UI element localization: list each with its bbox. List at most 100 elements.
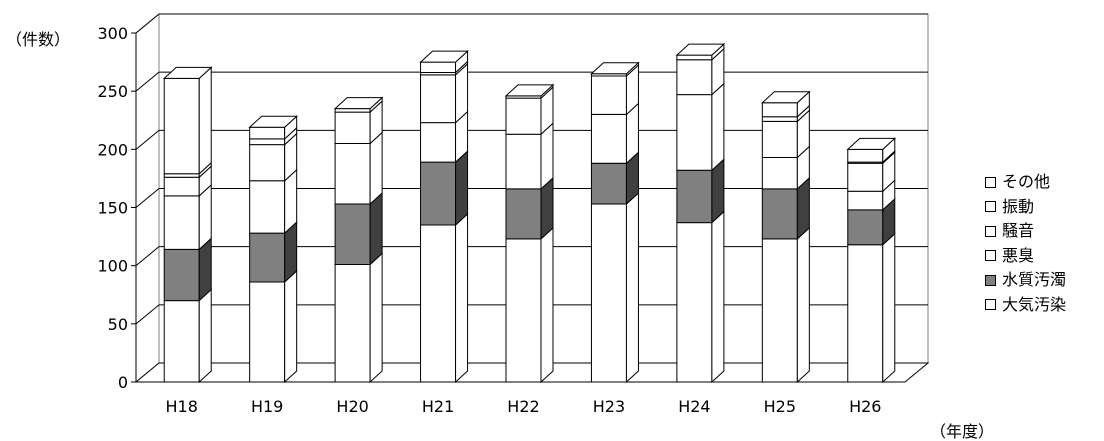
bar-segment — [334, 143, 371, 205]
bar-top — [248, 115, 298, 128]
bar-segment — [420, 74, 457, 124]
legend-label: 大気汚染 — [1002, 294, 1067, 314]
legend: その他 振動 騒音 悪臭 水質汚濁 大気汚染 — [985, 170, 1066, 317]
bar-segment — [163, 195, 200, 250]
bar-top — [675, 43, 726, 56]
bar-top — [162, 66, 213, 79]
y-tick-label: 100 — [97, 257, 128, 276]
gridline-side — [135, 304, 160, 325]
bar-segment — [676, 222, 713, 383]
bar-segment — [676, 169, 713, 224]
y-tick-label: 150 — [97, 199, 128, 218]
bar-segment — [163, 300, 200, 383]
bar-segment — [163, 77, 200, 175]
bar-top — [504, 84, 555, 97]
bar-segment — [163, 173, 200, 178]
bar-segment — [590, 113, 627, 164]
bar-segment-side — [711, 82, 725, 172]
bar-segment — [847, 244, 884, 383]
x-tick-label: H23 — [593, 397, 625, 416]
bar-segment-side — [198, 66, 212, 175]
gridline-side — [135, 129, 160, 150]
bar-stack — [675, 42, 726, 384]
bar-segment — [420, 122, 457, 163]
x-axis-unit-label: （年度） — [930, 422, 994, 441]
bar-segment — [163, 248, 200, 302]
bar-segment — [847, 148, 884, 163]
bar-segment — [676, 54, 713, 61]
bar-segment — [590, 162, 627, 205]
bars — [162, 42, 897, 384]
x-tick-label: H18 — [166, 397, 198, 416]
bar-segment — [590, 203, 627, 383]
bar-segment — [334, 111, 371, 145]
bar-segment — [761, 238, 798, 383]
bar-segment — [590, 75, 627, 115]
bar-segment-side — [369, 252, 383, 384]
legend-item: 悪臭 — [985, 244, 1066, 269]
bar-segment-side — [711, 210, 725, 384]
bar-segment — [249, 281, 286, 383]
bar-segment-side — [796, 226, 810, 384]
bar-top — [590, 62, 640, 75]
bar-stack — [504, 83, 555, 384]
legend-label: その他 — [1002, 172, 1051, 191]
bar-segment-side — [540, 226, 554, 384]
legend-item: 水質汚濁 — [985, 268, 1066, 293]
bar-segment-side — [369, 131, 383, 206]
bar-top — [761, 91, 811, 104]
bar-top — [333, 97, 384, 110]
bar-segment — [761, 102, 798, 118]
bar-top — [419, 50, 469, 63]
bar-segment — [334, 264, 371, 383]
bar-segment — [163, 176, 200, 197]
gridline-side — [135, 188, 160, 208]
bar-segment — [505, 188, 542, 240]
legend-item: 大気汚染 — [985, 293, 1066, 318]
bar-segment — [676, 94, 713, 171]
bar-segment-side — [455, 212, 469, 384]
bar-segment-side — [369, 191, 383, 266]
bar-segment-side — [198, 288, 212, 384]
legend-item: 振動 — [985, 195, 1066, 220]
bar-top — [846, 137, 897, 150]
y-tick-label: 300 — [97, 24, 128, 43]
gridline-side — [135, 246, 160, 267]
gridline-side — [135, 13, 160, 34]
y-tick-label: 0 — [118, 373, 128, 392]
legend-swatch — [985, 225, 996, 237]
bar-segment-side — [455, 149, 469, 227]
bar-segment — [676, 59, 713, 96]
bar-stack — [846, 137, 897, 384]
x-tick-label: H25 — [764, 397, 796, 416]
legend-swatch — [985, 274, 996, 286]
y-axis-unit-label: （件数） — [6, 30, 70, 49]
bar-segment — [420, 61, 457, 74]
bar-segment — [761, 188, 798, 240]
x-tick-label: H19 — [251, 397, 283, 416]
y-tick-label: 200 — [97, 140, 128, 159]
bar-segment — [761, 120, 798, 158]
legend-swatch — [985, 176, 996, 188]
bar-segment — [505, 133, 542, 190]
x-tick-label: H22 — [507, 397, 539, 416]
bar-segment — [847, 162, 884, 192]
x-tick-label: H26 — [849, 397, 881, 416]
y-axis-tick-labels: 0 50 100 150 200 250 300 — [97, 24, 136, 392]
legend-label: 水質汚濁 — [1002, 270, 1067, 289]
bar-segment-side — [625, 191, 639, 384]
bar-stack — [419, 49, 469, 384]
bar-segment — [334, 203, 371, 266]
bar-stack — [162, 66, 213, 384]
legend-label: 悪臭 — [1002, 245, 1035, 265]
bar-segment — [249, 126, 286, 140]
bar-segment — [249, 138, 286, 146]
bar-segment-side — [882, 232, 896, 384]
bar-segment — [334, 108, 371, 113]
bar-segment — [761, 116, 798, 122]
legend-swatch — [985, 299, 996, 311]
bar-stack — [761, 90, 811, 384]
gridline-side — [135, 71, 160, 92]
bar-stack — [333, 96, 384, 384]
